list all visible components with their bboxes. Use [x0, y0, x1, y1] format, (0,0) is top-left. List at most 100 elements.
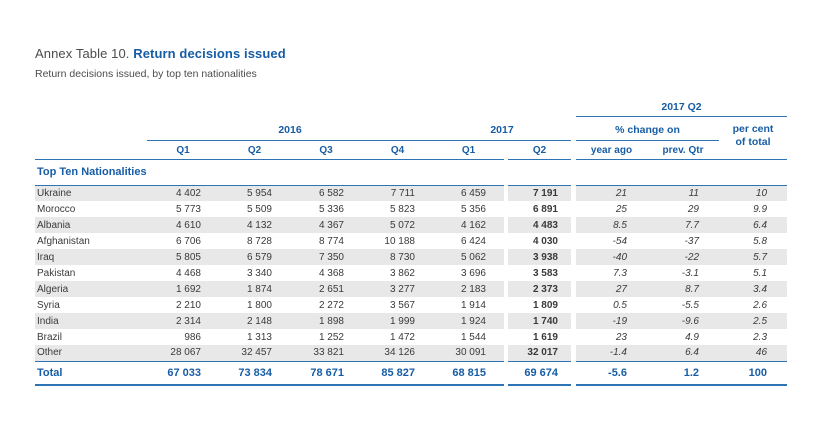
value-change-year-ago: 0.5 — [613, 299, 627, 311]
table-row: Morocco 5 773 5 509 5 336 5 823 5 356 6 … — [35, 201, 787, 217]
value-2016-q4: 7 711 — [362, 185, 433, 201]
nationality-label: Algeria — [35, 281, 147, 297]
value-2017-q1: 2 183 — [433, 281, 504, 297]
value-2016-q4: 10 188 — [384, 235, 415, 247]
value-2016-q4: 5 072 — [362, 217, 433, 233]
return-decisions-table: 2017 Q2 2016 2017 % change on per cent o… — [35, 97, 788, 386]
header-group-2016: 2016 — [147, 116, 433, 141]
value-change-prev-qtr: -3.1 — [681, 267, 699, 279]
value-2016-q1: 5 773 — [175, 203, 201, 215]
page-title: Annex Table 10. Return decisions issued — [35, 46, 831, 61]
value-2016-q4: 3 277 — [362, 281, 433, 297]
table-row: Other 28 067 32 457 33 821 34 126 30 091… — [35, 345, 788, 361]
col-2016-q1: Q1 — [147, 140, 219, 160]
value-2016-q2: 1 874 — [219, 281, 290, 297]
header-row-quarters: Q1 Q2 Q3 Q4 Q1 Q2 year ago prev. Qtr — [35, 140, 787, 160]
col-2017-q2: Q2 — [508, 140, 571, 160]
value-2016-q3: 8 774 — [318, 235, 344, 247]
value-change-prev-qtr: -22 — [647, 249, 719, 265]
value-2016-q3: 7 350 — [290, 249, 362, 265]
value-2017-q1: 5 356 — [460, 203, 486, 215]
value-2017-q1: 1 924 — [433, 313, 504, 329]
value-2016-q1: 5 805 — [147, 249, 219, 265]
value-per-cent: 9.9 — [753, 203, 768, 215]
value-2017-q1: 5 062 — [433, 249, 504, 265]
nationality-label: Syria — [37, 299, 60, 311]
value-2016-q2: 5 954 — [219, 185, 290, 201]
total-per-cent: 100 — [719, 360, 788, 386]
total-2016-q3: 78 671 — [290, 360, 362, 386]
value-2016-q1: 6 706 — [175, 235, 201, 247]
value-change-year-ago: 8.5 — [576, 217, 647, 233]
value-2017-q1: 4 162 — [433, 217, 504, 233]
table-row: India 2 314 2 148 1 898 1 999 1 924 1 74… — [35, 313, 788, 329]
value-2016-q3: 1 252 — [318, 331, 344, 343]
col-2016-q4: Q4 — [362, 140, 433, 160]
value-change-prev-qtr: 7.7 — [647, 217, 719, 233]
total-row: Total 67 033 73 834 78 671 85 827 68 815… — [35, 360, 788, 386]
nationality-label: Pakistan — [37, 267, 76, 279]
value-2016-q2: 1 800 — [246, 299, 272, 311]
col-2016-q3: Q3 — [290, 140, 362, 160]
col-year-ago: year ago — [576, 140, 647, 160]
value-per-cent: 5.1 — [753, 267, 768, 279]
value-2016-q3: 6 582 — [290, 185, 362, 201]
table-row: Syria 2 210 1 800 2 272 3 567 1 914 1 80… — [35, 297, 787, 313]
nationality-label: Other — [35, 345, 147, 361]
value-per-cent: 3.4 — [719, 281, 788, 297]
value-change-year-ago: 25 — [615, 203, 627, 215]
value-per-cent: 6.4 — [719, 217, 788, 233]
table-row: Albania 4 610 4 132 4 367 5 072 4 162 4 … — [35, 217, 788, 233]
value-change-prev-qtr: 29 — [687, 203, 699, 215]
value-2017-q2: 2 373 — [508, 281, 571, 297]
value-2016-q1: 1 692 — [147, 281, 219, 297]
value-change-year-ago: -54 — [612, 235, 627, 247]
value-per-cent: 2.3 — [753, 331, 768, 343]
col-2016-q2: Q2 — [219, 140, 290, 160]
header-group-2017: 2017 — [433, 116, 571, 141]
value-2017-q2: 32 017 — [508, 345, 571, 361]
nationality-label: Ukraine — [35, 185, 147, 201]
value-change-prev-qtr: 4.9 — [685, 331, 699, 343]
total-change-year-ago: -5.6 — [576, 360, 647, 386]
value-per-cent: 5.8 — [753, 235, 768, 247]
table-header: 2017 Q2 2016 2017 % change on per cent o… — [35, 97, 788, 186]
value-per-cent: 2.5 — [719, 313, 788, 329]
value-2016-q3: 33 821 — [290, 345, 362, 361]
value-2016-q1: 4 610 — [147, 217, 219, 233]
table-row: Ukraine 4 402 5 954 6 582 7 711 6 459 7 … — [35, 185, 788, 201]
value-2017-q2: 4 030 — [532, 235, 558, 247]
value-2016-q4: 1 999 — [362, 313, 433, 329]
table-row: Afghanistan 6 706 8 728 8 774 10 188 6 4… — [35, 233, 787, 249]
nationality-label: Iraq — [35, 249, 147, 265]
value-2017-q2: 7 191 — [508, 185, 571, 201]
value-2016-q2: 3 340 — [246, 267, 272, 279]
value-change-year-ago: -1.4 — [576, 345, 647, 361]
title-prefix: Annex Table 10. — [35, 46, 130, 61]
section-header-label: Top Ten Nationalities — [35, 159, 504, 186]
per-cent-line1: per cent — [732, 122, 774, 135]
value-change-prev-qtr: -37 — [684, 235, 699, 247]
value-2016-q4: 34 126 — [362, 345, 433, 361]
value-2016-q3: 2 651 — [290, 281, 362, 297]
col-prev-qtr: prev. Qtr — [647, 140, 719, 160]
nationality-label: Albania — [35, 217, 147, 233]
value-2016-q4: 3 862 — [389, 267, 415, 279]
value-2017-q1: 1 544 — [460, 331, 486, 343]
header-group-pct-change: % change on — [576, 116, 719, 141]
nationality-label: Morocco — [37, 203, 76, 215]
title-main: Return decisions issued — [133, 46, 286, 61]
value-2016-q4: 1 472 — [389, 331, 415, 343]
value-change-prev-qtr: -5.5 — [681, 299, 699, 311]
value-2016-q1: 4 402 — [147, 185, 219, 201]
value-2016-q1: 28 067 — [147, 345, 219, 361]
total-2017-q1: 68 815 — [433, 360, 504, 386]
value-2016-q3: 4 367 — [290, 217, 362, 233]
table-footer: Total 67 033 73 834 78 671 85 827 68 815… — [35, 360, 788, 386]
value-2016-q3: 1 898 — [290, 313, 362, 329]
value-2016-q2: 2 148 — [219, 313, 290, 329]
value-change-year-ago: 7.3 — [613, 267, 627, 279]
value-change-prev-qtr: 6.4 — [647, 345, 719, 361]
value-change-year-ago: -40 — [576, 249, 647, 265]
value-2017-q2: 6 891 — [532, 203, 558, 215]
